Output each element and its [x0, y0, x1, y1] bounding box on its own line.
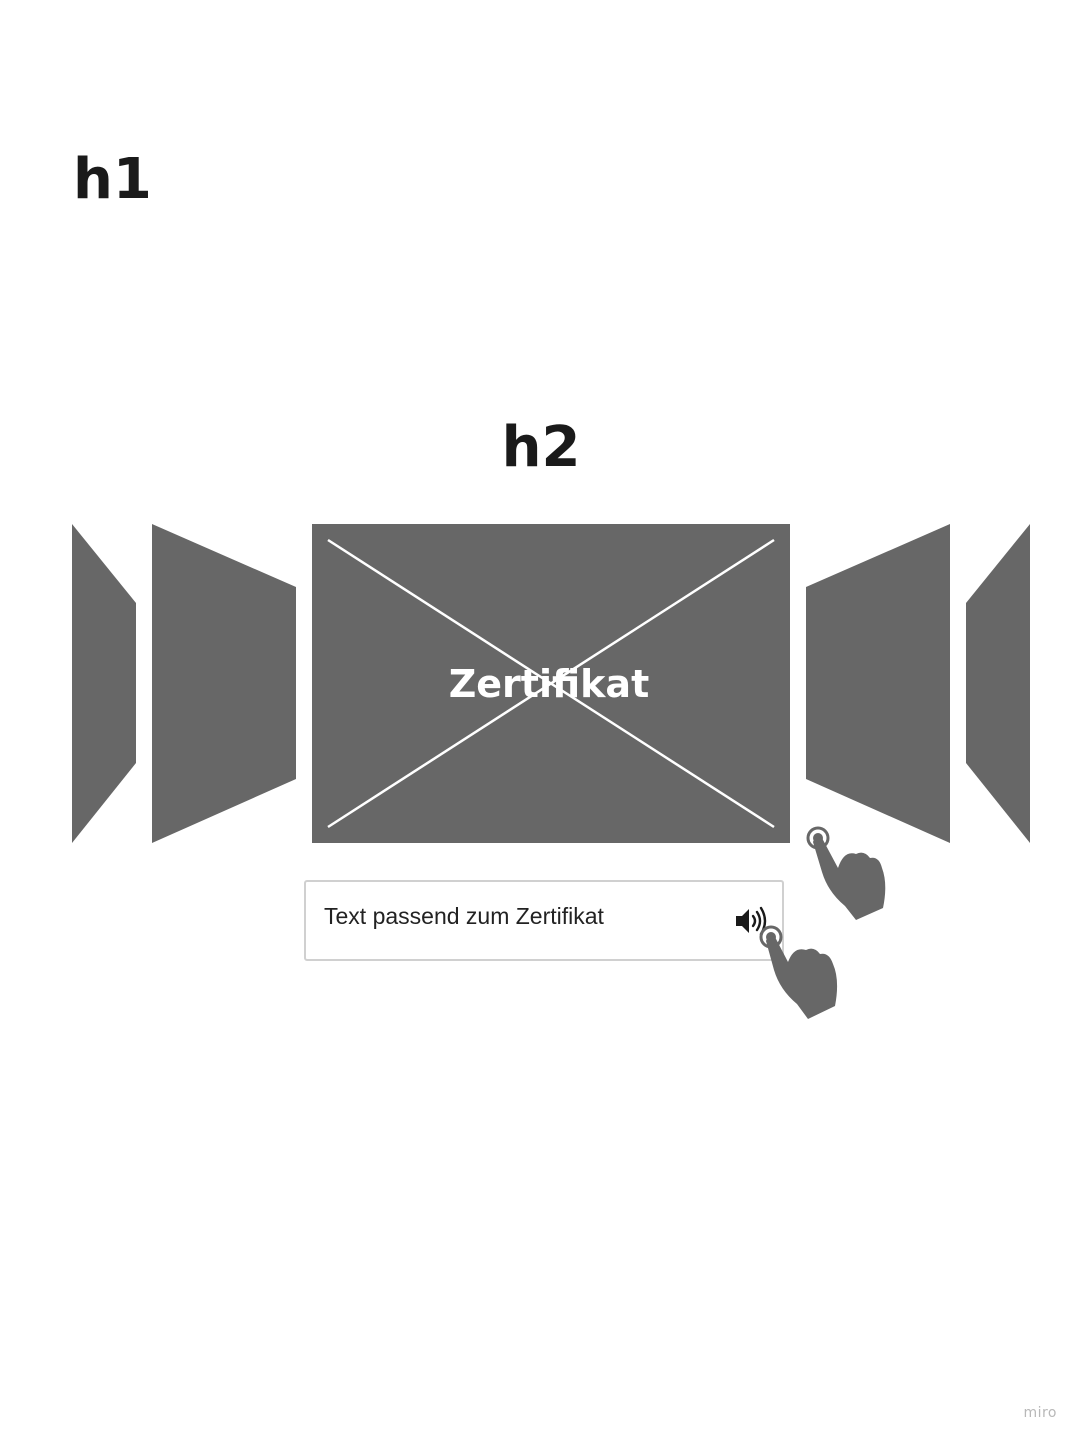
certificate-label: Zertifikat	[449, 662, 650, 706]
tap-hand-icon	[800, 822, 890, 927]
certificate-carousel: Zertifikat	[0, 0, 1082, 900]
certificate-caption-text: Text passend zum Zertifikat	[324, 903, 604, 930]
carousel-slide-far-left[interactable]	[72, 524, 136, 843]
carousel-slide-right[interactable]	[806, 524, 950, 843]
certificate-caption-box: Text passend zum Zertifikat	[304, 880, 784, 961]
carousel-slide-active[interactable]: Zertifikat	[312, 524, 790, 843]
tap-hand-icon	[756, 920, 846, 1025]
miro-watermark: miro	[1023, 1405, 1057, 1421]
carousel-slide-left[interactable]	[152, 524, 296, 843]
carousel-slide-far-right[interactable]	[966, 524, 1030, 843]
